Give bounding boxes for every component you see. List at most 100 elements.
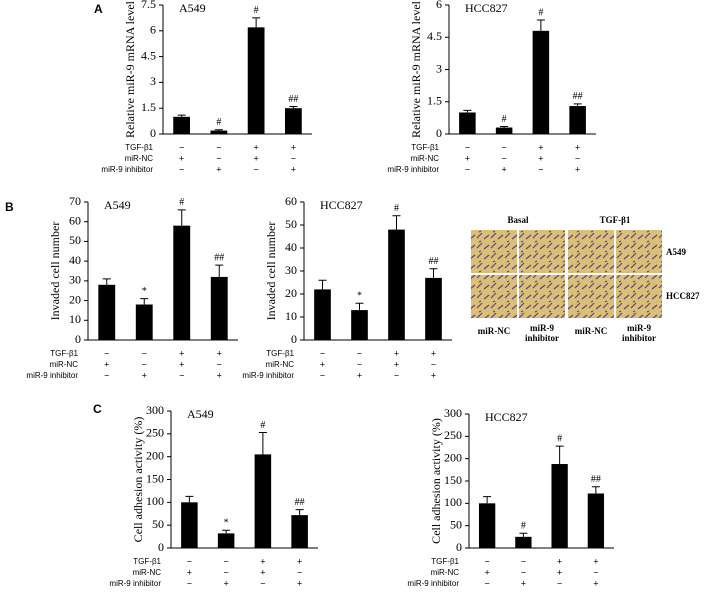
- bar-chart: 0 1.5 3 4.5 6 Relative miR-9 mRNA level HCC827…: [387, 0, 596, 174]
- bar: [587, 493, 605, 548]
- y-tick-label: 4.5: [427, 29, 442, 43]
- condition-mark: +: [187, 567, 192, 577]
- error-bar: [177, 114, 186, 117]
- condition-mark: +: [179, 359, 184, 369]
- condition-mark: −: [217, 359, 222, 369]
- condition-mark: −: [320, 348, 325, 358]
- image-tile: [519, 275, 565, 318]
- error-bar: [177, 209, 186, 226]
- error-bar: [289, 105, 298, 109]
- error-bar: [252, 17, 261, 28]
- condition-name: miR-9 inhibitor: [407, 579, 459, 588]
- condition-mark: +: [223, 578, 228, 588]
- chart-title: HCC827: [465, 1, 508, 15]
- y-tick-label: 7.5: [141, 0, 156, 11]
- y-axis-label: Relative miR-9 mRNA level: [409, 0, 423, 138]
- bar: [210, 276, 228, 340]
- y-tick-label: 200: [146, 448, 164, 462]
- y-tick-label: 70: [69, 194, 81, 208]
- condition-name: TGF-β1: [431, 557, 459, 566]
- significance-label: ##: [429, 256, 439, 267]
- significance-label: ##: [288, 94, 298, 105]
- image-tile: [471, 230, 517, 273]
- significance-label: #: [502, 114, 507, 125]
- error-bar: [555, 445, 564, 465]
- condition-name: TGF-β1: [50, 349, 78, 358]
- condition-mark: +: [320, 359, 325, 369]
- condition-mark: −: [501, 142, 506, 152]
- condition-mark: −: [216, 153, 221, 163]
- y-tick-label: 60: [69, 213, 81, 227]
- y-tick-label: 0: [150, 126, 156, 140]
- condition-mark: +: [484, 567, 489, 577]
- condition-name: miR-9 inhibitor: [242, 371, 294, 380]
- bar: [210, 130, 228, 134]
- y-tick-label: 0: [75, 332, 81, 346]
- condition-mark: −: [223, 567, 228, 577]
- bar: [254, 454, 272, 548]
- significance-label: #: [260, 420, 265, 431]
- significance-label: #: [179, 197, 184, 208]
- condition-mark: +: [297, 578, 302, 588]
- bar: [314, 289, 331, 340]
- y-tick-label: 200: [444, 450, 462, 464]
- condition-mark: +: [575, 142, 580, 152]
- condition-mark: +: [104, 359, 109, 369]
- bar: [478, 503, 496, 548]
- y-tick-label: 150: [444, 473, 462, 487]
- condition-mark: +: [291, 164, 296, 174]
- condition-name: miR-9 inhibitor: [26, 371, 78, 380]
- condition-name: TGF-β1: [411, 143, 439, 152]
- error-bar: [429, 268, 438, 278]
- condition-name: miR-NC: [266, 360, 295, 369]
- panel-letter: A: [94, 2, 103, 16]
- y-tick-label: 40: [69, 253, 81, 267]
- bar: [425, 277, 442, 340]
- y-tick-label: 100: [444, 495, 462, 509]
- column-label: TGF-β1: [600, 215, 631, 225]
- y-tick-label: 50: [450, 517, 462, 531]
- bar: [98, 284, 116, 340]
- condition-mark: −: [465, 142, 470, 152]
- error-bar: [355, 302, 364, 311]
- group-label: miR-9 inhibitor: [525, 323, 559, 343]
- condition-mark: −: [538, 164, 543, 174]
- significance-label: *: [142, 286, 147, 297]
- condition-mark: +: [394, 348, 399, 358]
- condition-mark: +: [557, 556, 562, 566]
- error-bar: [519, 532, 528, 537]
- row-label: HCC827: [666, 291, 700, 301]
- condition-name: miR-NC: [50, 360, 79, 369]
- group-label: miR-9 inhibitor: [622, 323, 656, 343]
- error-bar: [318, 279, 327, 290]
- condition-mark: −: [223, 556, 228, 566]
- significance-label: ##: [591, 474, 601, 485]
- condition-mark: +: [557, 567, 562, 577]
- condition-mark: +: [253, 153, 258, 163]
- chart-title: HCC827: [320, 198, 363, 212]
- bar: [291, 515, 308, 548]
- y-tick-label: 300: [444, 406, 462, 420]
- significance-label: ##: [295, 497, 305, 508]
- y-tick-label: 6: [150, 23, 156, 37]
- condition-mark: +: [593, 556, 598, 566]
- error-bar: [591, 486, 600, 494]
- condition-mark: −: [521, 556, 526, 566]
- condition-mark: −: [521, 567, 526, 577]
- error-bar: [215, 264, 224, 277]
- condition-mark: +: [216, 164, 221, 174]
- y-tick-label: 40: [285, 240, 297, 254]
- error-bar: [140, 298, 149, 305]
- condition-mark: +: [431, 348, 436, 358]
- condition-mark: −: [291, 153, 296, 163]
- y-tick-label: 100: [146, 494, 164, 508]
- y-tick-label: 0: [456, 540, 462, 554]
- condition-mark: −: [216, 142, 221, 152]
- y-tick-label: 150: [146, 471, 164, 485]
- significance-label: #: [521, 521, 526, 532]
- y-tick-label: 300: [146, 403, 164, 417]
- chart-title: A549: [104, 198, 131, 212]
- image-tile: [471, 275, 517, 318]
